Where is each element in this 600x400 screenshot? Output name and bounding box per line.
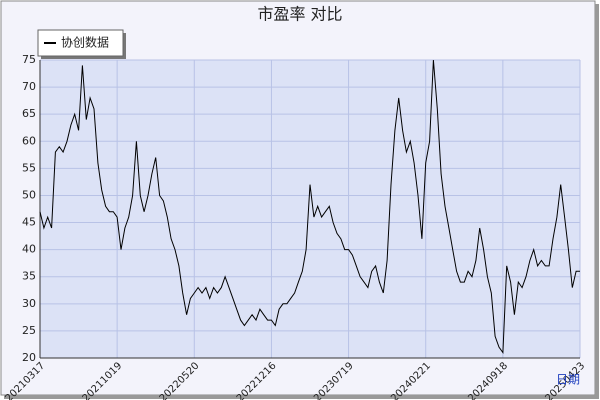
plot-area bbox=[40, 60, 580, 358]
legend-label: 协创数据 bbox=[61, 35, 109, 50]
y-tick-label: 25 bbox=[22, 324, 36, 337]
y-tick-label: 60 bbox=[22, 134, 36, 147]
data-line bbox=[39, 59, 580, 355]
chart-title: 市盈率 对比 bbox=[257, 5, 342, 24]
y-tick-label: 30 bbox=[22, 297, 36, 310]
frame-shadow bbox=[4, 395, 599, 399]
y-tick-label: 35 bbox=[22, 270, 36, 283]
y-tick-label: 20 bbox=[22, 351, 36, 364]
y-tick-label: 55 bbox=[22, 161, 36, 174]
legend bbox=[37, 29, 124, 57]
y-tick-label: 50 bbox=[22, 188, 36, 201]
y-tick-label: 40 bbox=[22, 243, 36, 256]
y-tick-label: 75 bbox=[22, 53, 36, 66]
y-tick-label: 70 bbox=[22, 80, 36, 93]
y-tick-label: 65 bbox=[22, 107, 36, 120]
frame-shadow bbox=[595, 4, 599, 398]
y-tick-label: 45 bbox=[22, 216, 36, 229]
x-axis-label: 日期 bbox=[556, 373, 580, 387]
